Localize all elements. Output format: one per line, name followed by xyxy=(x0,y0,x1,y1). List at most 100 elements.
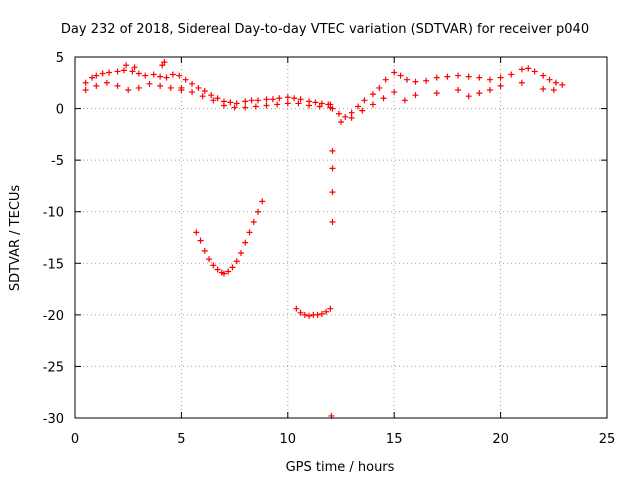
data-point-marker xyxy=(327,305,334,312)
y-tick-label: -25 xyxy=(43,360,64,375)
chart-title: Day 232 of 2018, Sidereal Day-to-day VTE… xyxy=(61,22,589,37)
data-point-marker xyxy=(540,85,547,92)
data-point-marker xyxy=(231,104,238,111)
data-point-marker xyxy=(525,65,532,72)
y-tick-label: -20 xyxy=(43,309,64,324)
grid-layer xyxy=(75,57,607,418)
data-point-marker xyxy=(369,101,376,108)
data-point-marker xyxy=(99,70,106,77)
data-point-marker xyxy=(114,68,121,75)
data-point-marker xyxy=(259,198,266,205)
data-point-marker xyxy=(193,229,200,236)
data-point-marker xyxy=(465,93,472,100)
series-low-segment xyxy=(293,305,334,319)
data-point-marker xyxy=(157,82,164,89)
data-point-marker xyxy=(497,82,504,89)
data-point-marker xyxy=(82,87,89,94)
data-point-marker xyxy=(120,67,127,74)
data-point-marker xyxy=(518,79,525,86)
data-point-marker xyxy=(214,266,221,273)
data-point-marker xyxy=(293,305,300,312)
data-layer xyxy=(82,59,566,419)
y-tick-label: -30 xyxy=(43,412,64,427)
data-point-marker xyxy=(242,104,249,111)
data-point-marker xyxy=(297,309,304,316)
data-point-marker xyxy=(182,76,189,83)
data-point-marker xyxy=(189,80,196,87)
data-point-marker xyxy=(329,147,336,154)
data-point-marker xyxy=(252,103,259,110)
data-point-marker xyxy=(355,103,362,110)
label-layer: 0 5 10 15 20 25 5 0 -5 -10 -15 -20 -25 -30 xyxy=(43,51,616,447)
data-point-marker xyxy=(361,97,368,104)
data-point-marker xyxy=(150,71,157,78)
data-point-marker xyxy=(255,208,262,215)
data-point-marker xyxy=(552,79,559,86)
data-point-marker xyxy=(318,310,325,317)
x-tick-label: 0 xyxy=(71,432,79,447)
data-point-marker xyxy=(297,96,304,103)
data-point-marker xyxy=(329,105,336,112)
y-tick-label: -10 xyxy=(43,206,64,221)
data-point-marker xyxy=(329,189,336,196)
data-point-marker xyxy=(559,81,566,88)
data-point-marker xyxy=(129,68,136,75)
data-point-marker xyxy=(531,68,538,75)
data-point-marker xyxy=(455,87,462,94)
data-point-marker xyxy=(135,84,142,91)
data-point-marker xyxy=(306,312,313,319)
y-tick-label: 0 xyxy=(56,103,64,118)
data-point-marker xyxy=(220,270,227,277)
data-point-marker xyxy=(201,247,208,254)
data-point-marker xyxy=(146,80,153,87)
data-point-marker xyxy=(476,90,483,97)
data-point-marker xyxy=(284,100,291,107)
data-point-marker xyxy=(123,62,130,69)
data-point-marker xyxy=(342,113,349,120)
data-point-marker xyxy=(163,74,170,81)
y-tick-label: 5 xyxy=(56,51,64,66)
data-point-marker xyxy=(167,84,174,91)
data-point-marker xyxy=(233,100,240,107)
data-point-marker xyxy=(380,95,387,102)
x-tick-label: 5 xyxy=(177,432,185,447)
data-point-marker xyxy=(348,109,355,116)
data-point-marker xyxy=(316,103,323,110)
series-main-band-morning xyxy=(82,67,334,108)
series-main-band-lower-edge xyxy=(82,79,334,111)
data-point-marker xyxy=(242,98,249,105)
data-point-marker xyxy=(229,264,236,271)
data-point-marker xyxy=(255,97,262,104)
data-point-marker xyxy=(465,73,472,80)
data-point-marker xyxy=(486,76,493,83)
data-point-marker xyxy=(195,84,202,91)
data-point-marker xyxy=(274,101,281,108)
y-tick-label: -5 xyxy=(51,154,64,169)
data-point-marker xyxy=(269,96,276,103)
data-point-marker xyxy=(250,219,257,226)
data-point-marker xyxy=(397,72,404,79)
x-tick-label: 10 xyxy=(280,432,297,447)
data-point-marker xyxy=(348,114,355,121)
data-point-marker xyxy=(201,88,208,95)
x-axis-label: GPS time / hours xyxy=(286,460,395,475)
data-point-marker xyxy=(214,95,221,102)
data-point-marker xyxy=(142,72,149,79)
data-point-marker xyxy=(291,95,298,102)
x-tick-label: 20 xyxy=(492,432,509,447)
data-point-marker xyxy=(248,97,255,104)
data-point-marker xyxy=(89,74,96,81)
data-point-marker xyxy=(227,99,234,106)
data-point-marker xyxy=(540,72,547,79)
data-point-marker xyxy=(82,79,89,86)
data-point-marker xyxy=(508,71,515,78)
data-point-marker xyxy=(486,87,493,94)
data-point-marker xyxy=(210,262,217,269)
data-point-marker xyxy=(423,77,430,84)
data-point-marker xyxy=(338,118,344,125)
data-point-marker xyxy=(106,69,113,76)
data-point-marker xyxy=(159,62,166,69)
data-point-marker xyxy=(403,76,410,83)
